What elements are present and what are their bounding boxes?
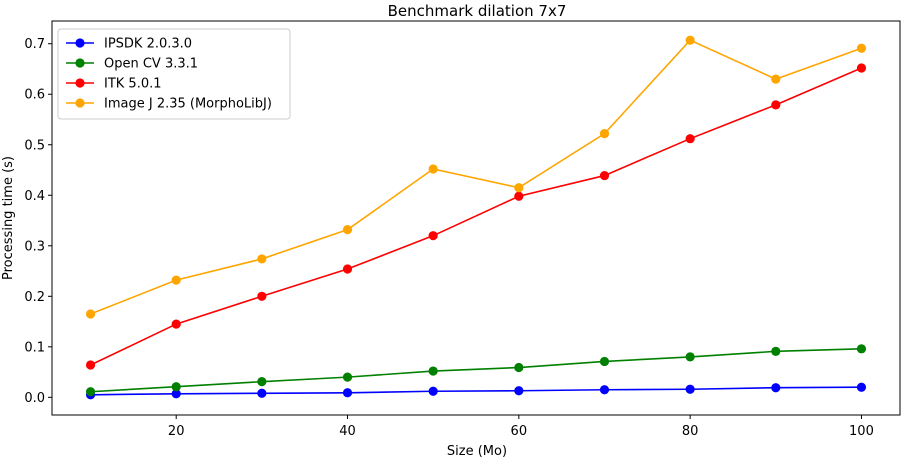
y-tick-label: 0.0	[24, 391, 45, 406]
x-tick-label: 20	[168, 424, 185, 439]
series-line	[90, 386, 862, 396]
legend-label: IPSDK 2.0.3.0	[104, 37, 192, 52]
data-point	[771, 346, 781, 356]
y-tick-label: 0.6	[24, 88, 45, 103]
data-point	[342, 264, 353, 274]
series-line	[90, 348, 862, 393]
legend-label: Image J 2.35 (MorphoLibJ)	[104, 97, 272, 112]
data-point	[342, 225, 353, 235]
legend-swatch-marker	[75, 58, 85, 68]
data-point	[514, 191, 524, 201]
data-point	[257, 254, 267, 264]
data-point	[599, 356, 610, 367]
data-point	[599, 129, 610, 139]
data-point	[685, 134, 695, 144]
data-point	[771, 383, 781, 393]
y-tick-label: 0.7	[24, 37, 45, 52]
series-2	[85, 63, 867, 370]
data-point	[685, 384, 695, 394]
data-point	[171, 389, 181, 399]
legend-swatch-marker	[75, 78, 85, 88]
data-point	[599, 385, 610, 395]
data-point	[514, 183, 524, 193]
data-point	[85, 387, 96, 397]
series-1	[85, 344, 867, 397]
data-point	[171, 382, 181, 392]
series-0	[85, 382, 867, 400]
series-3	[85, 35, 867, 319]
x-tick-label: 100	[849, 424, 874, 439]
data-point	[599, 170, 610, 181]
data-point	[171, 319, 181, 329]
legend-frame	[57, 28, 291, 120]
data-point	[514, 386, 524, 396]
y-tick-label: 0.5	[24, 138, 45, 153]
series-line	[90, 67, 862, 366]
data-point	[514, 362, 524, 373]
legend-entry: Open CV 3.3.1	[66, 57, 198, 72]
legend-swatch-marker	[75, 38, 85, 48]
data-point	[85, 309, 96, 319]
chart-title: Benchmark dilation 7x7	[388, 2, 567, 20]
legend-swatch-marker	[75, 98, 85, 108]
data-point	[771, 100, 781, 110]
y-tick-label: 0.3	[24, 239, 45, 254]
legend-entry: ITK 5.0.1	[66, 77, 162, 92]
x-tick-label: 80	[682, 424, 699, 439]
y-tick-label: 0.1	[24, 340, 45, 355]
legend-entry: IPSDK 2.0.3.0	[66, 37, 192, 52]
y-axis-ticks: 0.0 0.1 0.2 0.3 0.4 0.5 0.6 0.7	[24, 37, 52, 406]
y-tick-label: 0.4	[24, 189, 45, 204]
data-point	[685, 352, 695, 362]
x-axis-ticks: 20 40 60 80 100	[168, 415, 874, 439]
legend-entry: Image J 2.35 (MorphoLibJ)	[66, 97, 272, 112]
y-tick-label: 0.2	[24, 290, 45, 305]
data-point	[856, 382, 867, 392]
series-layer	[85, 35, 867, 400]
chart-legend: IPSDK 2.0.3.0 Open CV 3.3.1 ITK 5.0.1 Image…	[57, 28, 291, 120]
x-tick-label: 40	[339, 424, 356, 439]
data-point	[85, 360, 96, 370]
data-point	[257, 388, 267, 398]
series-line	[90, 39, 862, 315]
data-point	[685, 35, 695, 45]
y-axis-label: Processing time (s)	[1, 156, 16, 280]
x-axis-label: Size (Mo)	[447, 444, 507, 459]
data-point	[856, 63, 867, 73]
plot-area-frame	[51, 20, 901, 416]
data-point	[171, 275, 181, 285]
data-point	[257, 377, 267, 387]
data-point	[428, 386, 438, 396]
data-point	[342, 388, 353, 398]
data-point	[342, 372, 353, 382]
data-point	[428, 164, 438, 174]
data-point	[856, 344, 867, 354]
data-point	[856, 43, 867, 53]
data-point	[428, 366, 438, 376]
data-point	[257, 291, 267, 301]
data-point	[771, 74, 781, 84]
legend-label: Open CV 3.3.1	[104, 57, 198, 72]
data-point	[428, 231, 438, 241]
legend-label: ITK 5.0.1	[104, 77, 162, 92]
x-tick-label: 60	[511, 424, 528, 439]
